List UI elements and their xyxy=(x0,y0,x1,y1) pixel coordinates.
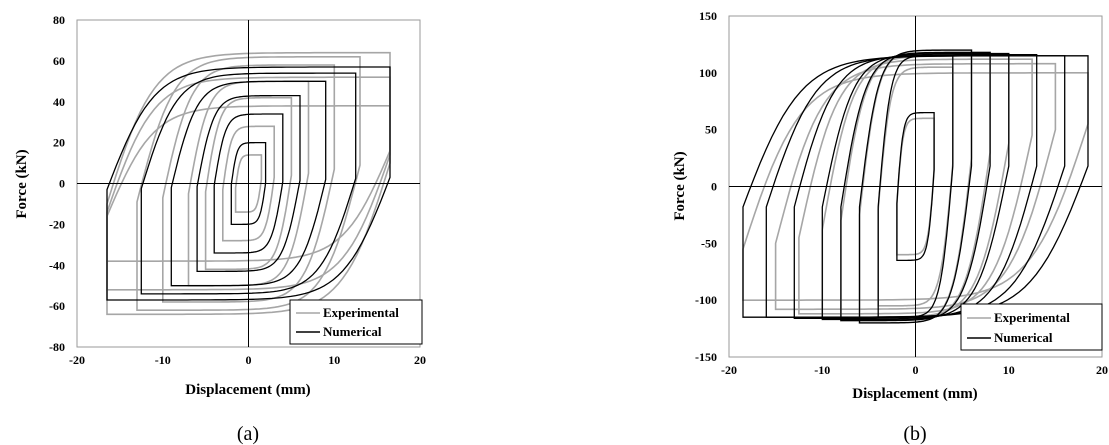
chart-a-caption: (a) xyxy=(237,423,259,445)
chart-b-x-tick-label: -20 xyxy=(721,363,737,377)
chart-b-y-tick-label: 150 xyxy=(699,9,717,23)
chart-b-y-ticks: -150 -100 -50 0 50 100 150 xyxy=(695,9,717,364)
chart-b-y-tick-label: -100 xyxy=(695,293,717,307)
chart-b-x-tick-label: 0 xyxy=(913,363,919,377)
chart-b-legend: Experimental Numerical xyxy=(960,303,1103,351)
chart-b-legend-numerical: Numerical xyxy=(994,330,1053,345)
chart-a-numerical-loop xyxy=(106,66,391,301)
chart-a-legend-experimental: Experimental xyxy=(323,305,399,320)
chart-a-legend-box xyxy=(289,299,423,345)
chart-a-legend-numerical: Numerical xyxy=(323,324,382,339)
chart-a-numerical-loop xyxy=(140,72,357,295)
chart-b-y-tick-label: 50 xyxy=(705,123,717,137)
chart-a-experimental-loop xyxy=(222,125,275,242)
chart-a-x-ticks: -20 -10 0 10 20 xyxy=(69,353,426,367)
chart-b-x-tick-label: 10 xyxy=(1003,363,1015,377)
chart-b-y-tick-label: -150 xyxy=(695,350,717,364)
chart-a-x-tick-label: 0 xyxy=(246,353,252,367)
chart-a-numerical-loop xyxy=(213,113,284,254)
chart-b-numerical-loop xyxy=(896,111,935,262)
chart-a-y-label: Force (kN) xyxy=(14,149,30,218)
chart-b-x-label: Displacement (mm) xyxy=(852,386,977,402)
chart-a-experimental-loop xyxy=(136,56,361,311)
chart-b-x-tick-label: -10 xyxy=(814,363,830,377)
chart-a-y-tick-label: -20 xyxy=(49,217,65,231)
chart-b-caption: (b) xyxy=(903,423,926,445)
chart-b-x-ticks: -20 -10 0 10 20 xyxy=(721,363,1108,377)
chart-a-y-tick-label: -80 xyxy=(49,340,65,354)
chart-a-numerical-loop xyxy=(230,141,267,226)
chart-a-y-tick-label: -60 xyxy=(49,299,65,313)
chart-a-y-ticks: -80 -60 -40 -20 0 20 40 60 80 xyxy=(49,13,65,354)
chart-a-x-tick-label: -20 xyxy=(69,353,85,367)
chart-a-y-tick-label: 0 xyxy=(59,177,65,191)
chart-b-x-tick-label: 20 xyxy=(1096,363,1108,377)
chart-b-numerical-loop xyxy=(742,55,1089,318)
chart-b-series xyxy=(742,49,1089,324)
chart-a-numerical-loop xyxy=(196,94,301,273)
chart-b-y-tick-label: 100 xyxy=(699,66,717,80)
chart-b-legend-box xyxy=(960,303,1103,351)
chart-a-experimental-loop xyxy=(234,154,263,213)
chart-a-y-tick-label: 60 xyxy=(53,54,65,68)
chart-a-numerical-loop xyxy=(170,80,327,287)
chart-a-x-tick-label: -10 xyxy=(155,353,171,367)
chart-a-experimental-loop xyxy=(204,96,293,271)
chart-a-y-tick-label: 20 xyxy=(53,136,65,150)
chart-b-y-tick-label: 0 xyxy=(711,180,717,194)
chart-b-experimental-loop xyxy=(774,62,1057,311)
chart-a-x-tick-label: 20 xyxy=(414,353,426,367)
chart-a-y-tick-label: -40 xyxy=(49,258,65,272)
chart-a-y-tick-label: 80 xyxy=(53,13,65,27)
chart-b-experimental-loop xyxy=(798,58,1033,315)
chart-a-x-tick-label: 10 xyxy=(328,353,340,367)
chart-a-x-label: Displacement (mm) xyxy=(185,382,310,398)
chart-a-legend: Experimental Numerical xyxy=(289,299,423,345)
chart-b-y-tick-label: -50 xyxy=(701,236,717,250)
chart-a-y-tick-label: 40 xyxy=(53,95,65,109)
chart-a-series xyxy=(106,51,391,316)
chart-b-legend-experimental: Experimental xyxy=(994,310,1070,325)
chart-b-y-label: Force (kN) xyxy=(672,151,688,220)
chart-a: -80 -60 -40 -20 0 20 40 60 80 -20 -10 0 10 20 Experi… xyxy=(14,13,426,445)
